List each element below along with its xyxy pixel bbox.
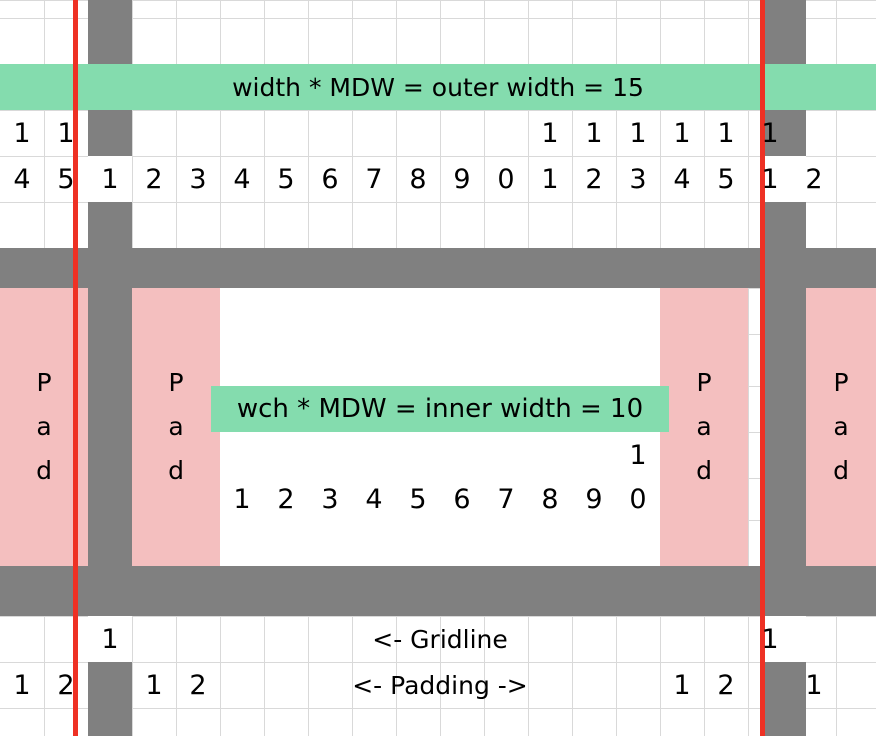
outer-width-label: width * MDW = outer width = 15 (232, 72, 644, 102)
outer-width-band-over-left-gridline (88, 64, 132, 110)
pad-letter: P (833, 368, 849, 398)
inner-ruler-ones-digit: 3 (321, 483, 339, 515)
pad-letter: a (168, 412, 184, 442)
outer-ruler-ones-digit: 9 (453, 163, 471, 195)
outer-ruler-tens-digit: 1 (13, 117, 31, 149)
left-gridline-bottom-cell (88, 616, 132, 662)
pad-letter: d (833, 455, 849, 485)
grid-hline (0, 662, 876, 663)
outer-ruler-tens-digit: 1 (673, 117, 691, 149)
outer-ruler-ones-digit: 0 (497, 163, 515, 195)
outer-ruler-ones-digit: 1 (761, 163, 779, 195)
outer-ruler-tens-digit: 1 (761, 117, 779, 149)
left-gridline-column (88, 0, 132, 736)
grid-hline (0, 202, 876, 203)
outer-width-band-over-right-gridline (762, 64, 806, 110)
left-red-marker (73, 0, 78, 736)
inner-ruler-ones-digit: 5 (409, 483, 427, 515)
inner-ruler-ones-digit: 8 (541, 483, 559, 515)
inner-ruler-ones-digit: 9 (585, 483, 603, 515)
outer-ruler-ones-digit: 1 (101, 163, 119, 195)
inner-ruler-ones-digit: 7 (497, 483, 515, 515)
outer-ruler-ones-digit: 8 (409, 163, 427, 195)
grid-vline (748, 0, 749, 736)
bottom-padding-digit: 1 (13, 669, 31, 701)
pad-letter: d (696, 455, 712, 485)
pad-letter: d (36, 455, 52, 485)
pad-right-inner-block (660, 288, 748, 566)
outer-ruler-ones-digit: 1 (541, 163, 559, 195)
bottom-gridline-digit: 1 (761, 623, 779, 655)
outer-ruler-ones-digit: 3 (189, 163, 207, 195)
gridline-note: <- Gridline (372, 624, 508, 654)
inner-width-label: wch * MDW = inner width = 10 (211, 386, 669, 432)
pad-letter: P (36, 368, 52, 398)
grid-hline (0, 18, 876, 19)
pad-right-outer-block (806, 288, 876, 566)
outer-ruler-ones-digit: 7 (365, 163, 383, 195)
outer-ruler-ones-digit: 4 (673, 163, 691, 195)
padding-note: <- Padding -> (352, 670, 528, 700)
outer-ruler-ones-digit: 2 (805, 163, 823, 195)
right-gridline-number-cell (762, 156, 806, 202)
left-gridline-number-cell (88, 156, 132, 202)
outer-ruler-tens-digit: 1 (717, 117, 735, 149)
outer-ruler-tens-digit: 1 (629, 117, 647, 149)
outer-ruler-ones-digit: 4 (13, 163, 31, 195)
outer-ruler-ones-digit: 2 (145, 163, 163, 195)
inner-ruler-ones-digit: 4 (365, 483, 383, 515)
top-gridline-band (0, 248, 876, 288)
outer-ruler-tens-digit: 1 (541, 117, 559, 149)
outer-ruler-ones-digit: 2 (585, 163, 603, 195)
bottom-padding-digit: 1 (805, 669, 823, 701)
outer-ruler-ones-digit: 6 (321, 163, 339, 195)
right-gridline-bottom-cell (762, 616, 806, 662)
right-red-marker (760, 0, 765, 736)
outer-ruler-tens-digit: 1 (57, 117, 75, 149)
inner-ruler-ones-digit: 1 (233, 483, 251, 515)
pad-letter: d (168, 455, 184, 485)
pad-letter: P (696, 368, 712, 398)
grid-hline (0, 110, 876, 111)
inner-ruler-ones-digit: 0 (629, 483, 647, 515)
outer-ruler-ones-digit: 4 (233, 163, 251, 195)
pad-letter: a (696, 412, 712, 442)
pad-letter: a (36, 412, 52, 442)
bottom-padding-digit: 1 (145, 669, 163, 701)
bottom-padding-digit: 2 (717, 669, 735, 701)
inner-ruler-tens-digit: 1 (629, 439, 647, 471)
outer-width-band (0, 64, 876, 110)
grid-hline (0, 616, 876, 617)
outer-ruler-tens-digit: 1 (585, 117, 603, 149)
bottom-gridline-digit: 1 (101, 623, 119, 655)
bottom-gridline-band (0, 566, 876, 616)
grid-hline (0, 156, 876, 157)
grid-hline (0, 708, 876, 709)
bottom-padding-digit: 2 (57, 669, 75, 701)
outer-ruler-ones-digit: 3 (629, 163, 647, 195)
bottom-padding-digit: 2 (189, 669, 207, 701)
grid-hline (0, 0, 876, 1)
inner-ruler-ones-digit: 2 (277, 483, 295, 515)
pad-left-inner-block (132, 288, 220, 566)
outer-ruler-ones-digit: 5 (277, 163, 295, 195)
outer-ruler-ones-digit: 5 (717, 163, 735, 195)
pad-letter: P (168, 368, 184, 398)
inner-ruler-ones-digit: 6 (453, 483, 471, 515)
bottom-padding-digit: 1 (673, 669, 691, 701)
pad-letter: a (833, 412, 849, 442)
right-gridline-column (762, 0, 806, 736)
outer-ruler-ones-digit: 5 (57, 163, 75, 195)
